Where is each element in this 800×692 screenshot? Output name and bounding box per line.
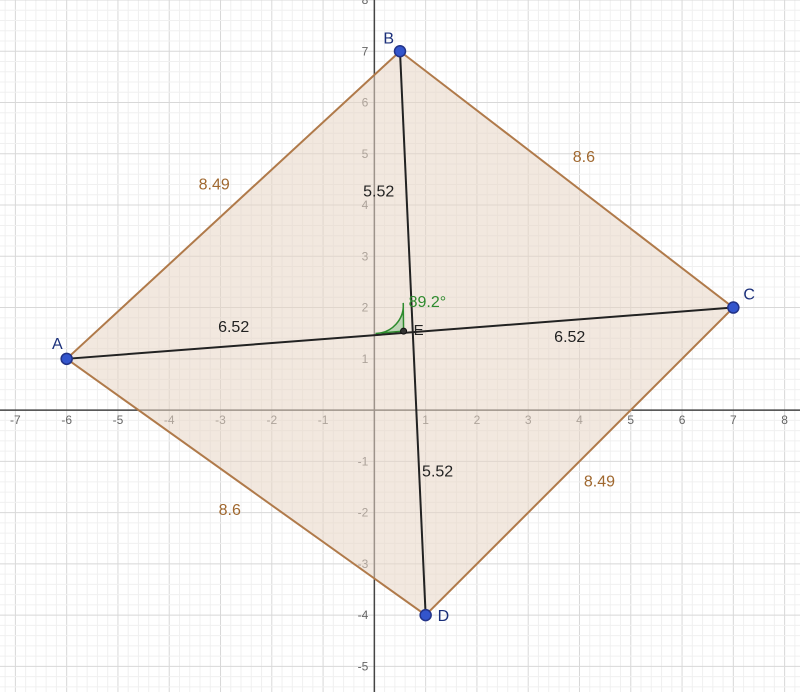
- vertex-d: [420, 610, 431, 621]
- point-label-b: B: [383, 30, 394, 47]
- y-tick-label: 7: [362, 44, 369, 58]
- side-label-bc: 8.6: [573, 149, 595, 166]
- side-label-ab: 8.49: [199, 176, 230, 193]
- x-tick-label: 6: [679, 413, 686, 427]
- x-tick-label: -7: [10, 413, 21, 427]
- x-tick-label: 8: [781, 413, 788, 427]
- angle-label: 89.2°: [409, 294, 447, 311]
- geometry-diagram: -7-6-5-4-3-2-112345678-5-4-3-2-112345678…: [0, 0, 800, 692]
- vertex-c: [728, 302, 739, 313]
- y-tick-label: -5: [358, 659, 369, 673]
- x-tick-label: 5: [627, 413, 634, 427]
- y-tick-label: 8: [362, 0, 369, 7]
- vertex-b: [395, 46, 406, 57]
- vertex-a: [61, 353, 72, 364]
- segment-label-de: 5.52: [422, 463, 453, 480]
- point-label-a: A: [52, 336, 63, 353]
- x-tick-label: -6: [61, 413, 72, 427]
- side-label-cd: 8.49: [584, 473, 615, 490]
- x-tick-label: -5: [113, 413, 124, 427]
- segment-label-be: 5.52: [363, 183, 394, 200]
- point-label-d: D: [438, 608, 450, 625]
- vertex-e: [401, 328, 407, 334]
- point-label-c: C: [743, 287, 755, 304]
- side-label-da: 8.6: [219, 502, 241, 519]
- segment-label-ce: 6.52: [554, 329, 585, 346]
- point-label-e: E: [414, 322, 424, 339]
- x-tick-label: 7: [730, 413, 737, 427]
- segment-label-ae: 6.52: [218, 319, 249, 336]
- y-tick-label: -4: [358, 608, 369, 622]
